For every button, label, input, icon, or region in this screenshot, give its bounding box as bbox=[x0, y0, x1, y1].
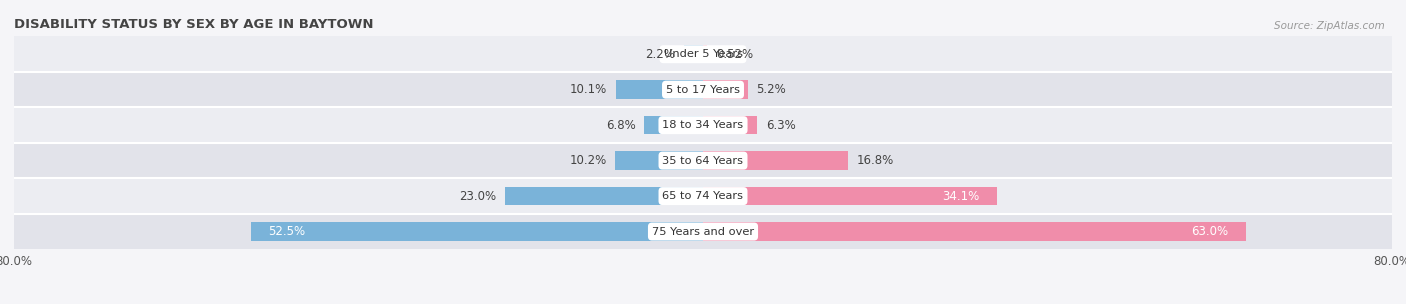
Text: 16.8%: 16.8% bbox=[856, 154, 894, 167]
Bar bbox=[14, 107, 1392, 143]
Bar bbox=[703, 187, 997, 205]
Bar bbox=[616, 81, 703, 99]
Text: 65 to 74 Years: 65 to 74 Years bbox=[662, 191, 744, 201]
Bar bbox=[644, 116, 703, 134]
Text: 6.8%: 6.8% bbox=[606, 119, 636, 132]
Bar bbox=[703, 222, 1246, 241]
Bar bbox=[703, 45, 707, 64]
Bar bbox=[703, 81, 748, 99]
Text: 52.5%: 52.5% bbox=[269, 225, 305, 238]
Text: Under 5 Years: Under 5 Years bbox=[664, 49, 742, 59]
Text: 2.2%: 2.2% bbox=[645, 48, 675, 61]
Bar bbox=[14, 178, 1392, 214]
Bar bbox=[685, 45, 703, 64]
Bar bbox=[14, 36, 1392, 72]
Bar bbox=[250, 222, 703, 241]
Text: 75 Years and over: 75 Years and over bbox=[652, 226, 754, 237]
Bar bbox=[616, 151, 703, 170]
Text: DISABILITY STATUS BY SEX BY AGE IN BAYTOWN: DISABILITY STATUS BY SEX BY AGE IN BAYTO… bbox=[14, 18, 374, 31]
Text: 34.1%: 34.1% bbox=[942, 190, 980, 202]
Bar bbox=[14, 72, 1392, 107]
Text: 5.2%: 5.2% bbox=[756, 83, 786, 96]
Bar bbox=[505, 187, 703, 205]
Bar bbox=[14, 143, 1392, 178]
Text: 0.52%: 0.52% bbox=[716, 48, 754, 61]
Text: 10.2%: 10.2% bbox=[569, 154, 606, 167]
Text: 10.1%: 10.1% bbox=[571, 83, 607, 96]
Bar bbox=[703, 151, 848, 170]
Text: 23.0%: 23.0% bbox=[460, 190, 496, 202]
Text: 35 to 64 Years: 35 to 64 Years bbox=[662, 156, 744, 166]
Text: 5 to 17 Years: 5 to 17 Years bbox=[666, 85, 740, 95]
Text: 18 to 34 Years: 18 to 34 Years bbox=[662, 120, 744, 130]
Text: 6.3%: 6.3% bbox=[766, 119, 796, 132]
Text: 63.0%: 63.0% bbox=[1191, 225, 1229, 238]
Legend: Male, Female: Male, Female bbox=[640, 303, 766, 304]
Text: Source: ZipAtlas.com: Source: ZipAtlas.com bbox=[1274, 21, 1385, 31]
Bar bbox=[14, 214, 1392, 249]
Bar bbox=[703, 116, 758, 134]
